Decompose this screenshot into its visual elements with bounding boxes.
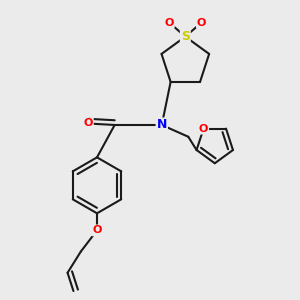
Text: O: O — [197, 17, 206, 28]
Text: S: S — [181, 30, 190, 43]
Text: O: O — [164, 17, 174, 28]
Text: N: N — [157, 118, 167, 131]
Text: O: O — [199, 124, 208, 134]
Text: O: O — [92, 225, 102, 236]
Text: O: O — [83, 118, 93, 128]
